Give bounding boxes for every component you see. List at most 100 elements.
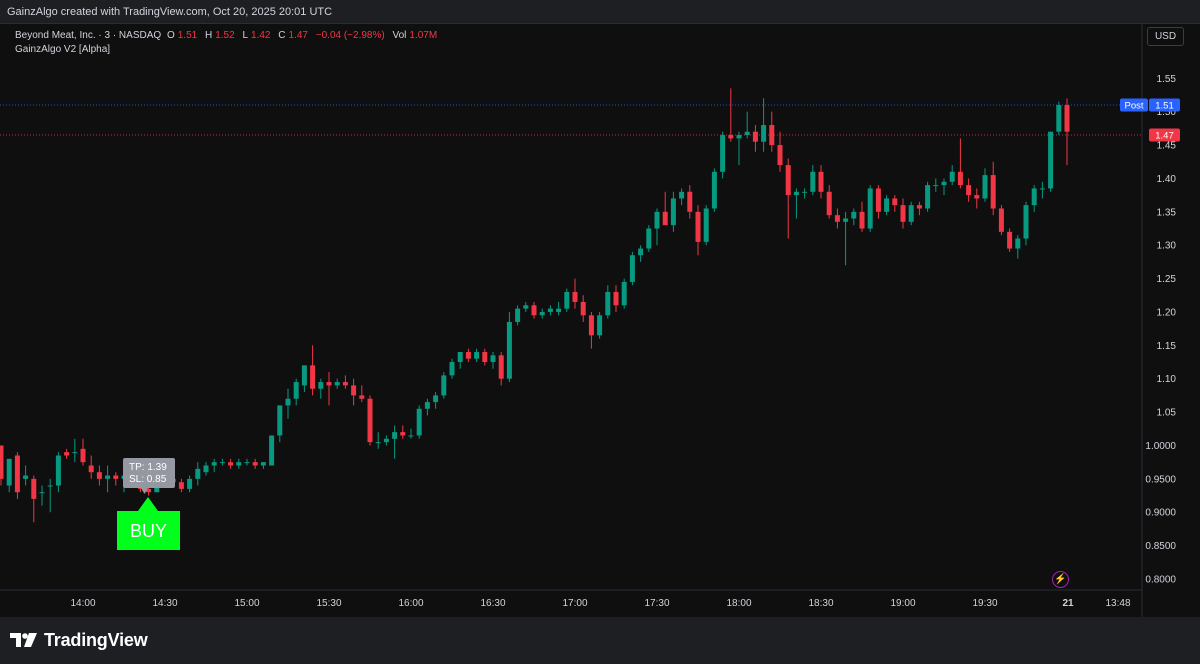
- candle-body[interactable]: [146, 488, 152, 493]
- candle-body[interactable]: [342, 382, 348, 386]
- candle-body[interactable]: [113, 475, 119, 479]
- candle-body[interactable]: [195, 468, 201, 479]
- candle-body[interactable]: [802, 191, 808, 193]
- candle-body[interactable]: [0, 445, 4, 479]
- candle-body[interactable]: [834, 215, 840, 222]
- candle-body[interactable]: [105, 475, 111, 479]
- candle-body[interactable]: [908, 205, 914, 222]
- candle-body[interactable]: [687, 191, 693, 212]
- candle-body[interactable]: [629, 255, 635, 282]
- candle-body[interactable]: [449, 362, 455, 376]
- candle-body[interactable]: [310, 365, 316, 389]
- candle-body[interactable]: [6, 458, 12, 486]
- candle-body[interactable]: [572, 291, 578, 302]
- candle-body[interactable]: [867, 188, 873, 229]
- candle-body[interactable]: [277, 405, 283, 436]
- candle-body[interactable]: [843, 218, 849, 222]
- candle-body[interactable]: [884, 198, 890, 212]
- candle-body[interactable]: [252, 462, 258, 466]
- candle-body[interactable]: [1064, 105, 1070, 132]
- candle-body[interactable]: [826, 191, 832, 216]
- candle-body[interactable]: [1007, 231, 1013, 249]
- indicator-label[interactable]: GainzAlgo V2 [Alpha]: [15, 44, 111, 55]
- candle-body[interactable]: [23, 475, 29, 479]
- candle-body[interactable]: [392, 432, 398, 439]
- candle-body[interactable]: [482, 352, 488, 363]
- candle-body[interactable]: [178, 482, 184, 489]
- candle-body[interactable]: [556, 308, 562, 312]
- candle-body[interactable]: [14, 455, 20, 493]
- candle-body[interactable]: [547, 308, 553, 312]
- candle-body[interactable]: [588, 315, 594, 336]
- candle-body[interactable]: [957, 171, 963, 186]
- candle-body[interactable]: [72, 452, 78, 454]
- candle-body[interactable]: [892, 198, 898, 206]
- candle-body[interactable]: [539, 311, 545, 316]
- candle-body[interactable]: [1056, 105, 1062, 132]
- candle-body[interactable]: [367, 398, 373, 443]
- candle-body[interactable]: [465, 352, 471, 359]
- candle-body[interactable]: [187, 478, 193, 489]
- candle-body[interactable]: [260, 462, 266, 466]
- chart-area[interactable]: 0.8000 0.8500 0.9000 0.9500 1.0000 1.05 1.10 1.…: [0, 24, 1200, 617]
- candle-body[interactable]: [621, 281, 627, 306]
- candle-body[interactable]: [326, 382, 332, 386]
- candle-body[interactable]: [720, 135, 726, 172]
- candle-body[interactable]: [793, 191, 799, 196]
- candle-body[interactable]: [646, 228, 652, 249]
- candle-body[interactable]: [441, 375, 447, 396]
- candle-body[interactable]: [269, 435, 275, 466]
- candle-body[interactable]: [334, 382, 340, 386]
- candle-body[interactable]: [916, 205, 922, 209]
- candle-body[interactable]: [244, 462, 250, 464]
- candle-body[interactable]: [400, 432, 406, 436]
- currency-button[interactable]: USD: [1147, 27, 1184, 46]
- candle-body[interactable]: [203, 465, 209, 473]
- candle-body[interactable]: [375, 442, 381, 444]
- candle-body[interactable]: [55, 455, 61, 486]
- candle-body[interactable]: [990, 175, 996, 209]
- candle-body[interactable]: [900, 205, 906, 222]
- candle-body[interactable]: [662, 211, 668, 226]
- candlestick-chart[interactable]: 0.8000 0.8500 0.9000 0.9500 1.0000 1.05 1.10 1.…: [0, 24, 1200, 617]
- tradingview-logo[interactable]: TradingView: [10, 629, 148, 651]
- candle-body[interactable]: [506, 321, 512, 379]
- candle-body[interactable]: [769, 125, 775, 146]
- candle-body[interactable]: [301, 365, 307, 386]
- candle-body[interactable]: [236, 462, 242, 466]
- candle-body[interactable]: [1039, 188, 1045, 190]
- candle-body[interactable]: [1015, 238, 1021, 249]
- candle-body[interactable]: [744, 131, 750, 136]
- candle-body[interactable]: [457, 352, 463, 363]
- candle-body[interactable]: [703, 208, 709, 242]
- candle-body[interactable]: [433, 395, 439, 403]
- candle-body[interactable]: [96, 472, 102, 479]
- candle-body[interactable]: [949, 171, 955, 182]
- candle-body[interactable]: [383, 438, 389, 443]
- candle-body[interactable]: [351, 385, 357, 396]
- candle-body[interactable]: [974, 195, 980, 199]
- candle-body[interactable]: [211, 462, 217, 466]
- candle-body[interactable]: [1023, 205, 1029, 239]
- candle-body[interactable]: [293, 382, 299, 399]
- candle-body[interactable]: [679, 191, 685, 199]
- candle-body[interactable]: [580, 301, 586, 316]
- candle-body[interactable]: [285, 398, 291, 406]
- candle-body[interactable]: [219, 462, 225, 464]
- candle-body[interactable]: [564, 291, 570, 309]
- candle-body[interactable]: [711, 171, 717, 209]
- candle-body[interactable]: [515, 308, 521, 322]
- candle-body[interactable]: [88, 465, 94, 473]
- candle-body[interactable]: [523, 305, 529, 309]
- candle-body[interactable]: [966, 185, 972, 196]
- candle-body[interactable]: [424, 402, 430, 409]
- buy-signal-badge[interactable]: [117, 497, 180, 550]
- candle-body[interactable]: [941, 181, 947, 186]
- candle-body[interactable]: [228, 462, 234, 466]
- lightning-icon[interactable]: ⚡: [1052, 571, 1069, 588]
- candle-body[interactable]: [80, 448, 86, 463]
- candle-body[interactable]: [47, 485, 53, 487]
- candle-body[interactable]: [761, 125, 767, 142]
- candle-body[interactable]: [752, 131, 758, 142]
- candle-body[interactable]: [498, 355, 504, 379]
